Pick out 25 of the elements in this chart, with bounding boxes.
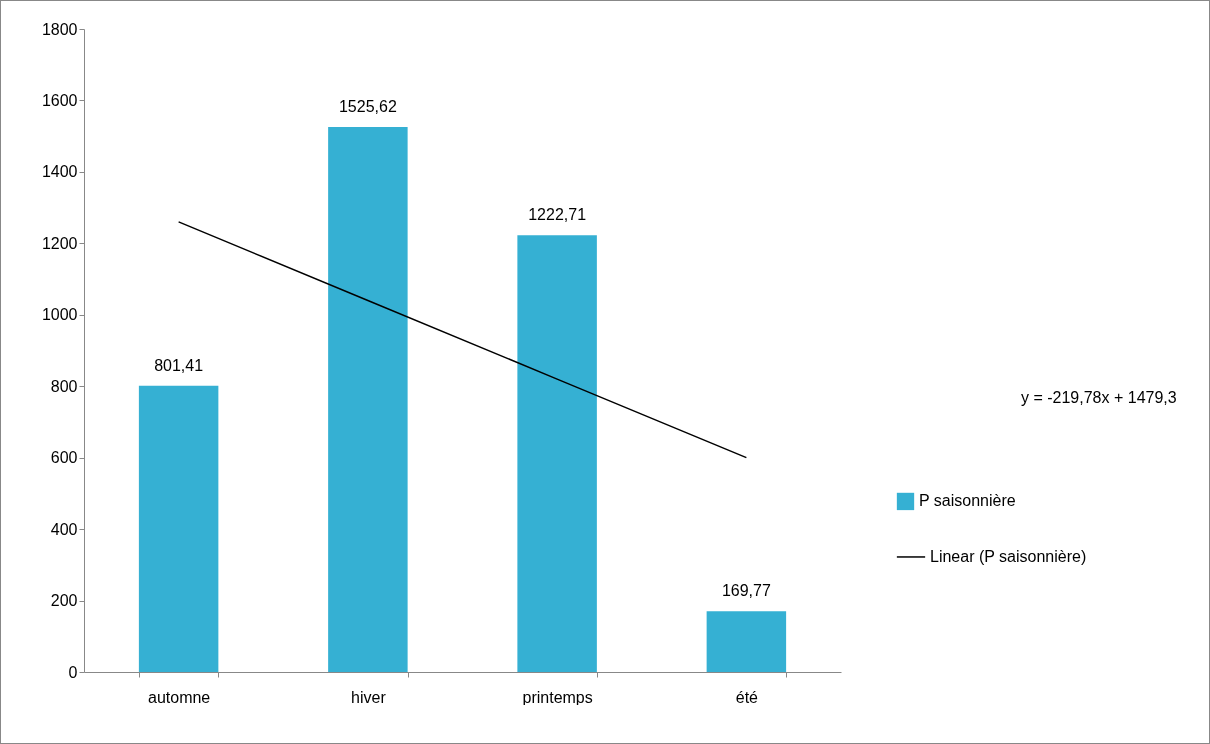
bar [517, 235, 597, 672]
y-tick-label: 1000 [41, 306, 78, 324]
bar [328, 127, 408, 672]
legend-label: P saisonnière [919, 492, 1016, 510]
y-tick-label: 1600 [41, 91, 78, 109]
y-tick-label: 1800 [41, 20, 78, 38]
y-tick-label: 400 [50, 520, 78, 538]
data-label: 1222,71 [528, 206, 587, 224]
data-label: 801,41 [154, 356, 204, 374]
x-tick-label: été [735, 688, 759, 706]
y-tick-label: 800 [50, 377, 78, 395]
text: y = -219,78x + 1479,3 [1021, 389, 1177, 407]
legend-label: Linear (P saisonnière) [930, 547, 1087, 565]
x-tick-label: automne [147, 688, 211, 706]
y-tick-label: 200 [50, 592, 78, 610]
x-tick-label: hiver [351, 688, 387, 706]
y-tick-label: 600 [50, 449, 78, 467]
y-tick-label: 1200 [41, 234, 78, 252]
y-tick-label: 0 [68, 663, 78, 681]
bar [706, 611, 787, 672]
data-label: 1525,62 [338, 98, 397, 116]
bar [138, 385, 219, 672]
data-label: 169,77 [721, 582, 771, 600]
x-tick-label: printemps [522, 688, 593, 706]
y-tick-label: 1400 [41, 163, 78, 181]
